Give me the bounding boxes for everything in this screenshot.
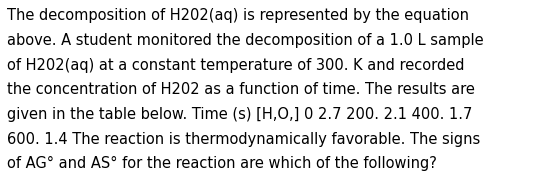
Text: the concentration of H202 as a function of time. The results are: the concentration of H202 as a function … xyxy=(7,82,475,97)
Text: of H202(aq) at a constant temperature of 300. K and recorded: of H202(aq) at a constant temperature of… xyxy=(7,58,465,73)
Text: given in the table below. Time (s) [H,O,] 0 2.7 200. 2.1 400. 1.7: given in the table below. Time (s) [H,O,… xyxy=(7,107,473,122)
Text: The decomposition of H202(aq) is represented by the equation: The decomposition of H202(aq) is represe… xyxy=(7,8,469,24)
Text: of AG° and AS° for the reaction are which of the following?: of AG° and AS° for the reaction are whic… xyxy=(7,156,437,171)
Text: above. A student monitored the decomposition of a 1.0 L sample: above. A student monitored the decomposi… xyxy=(7,33,484,48)
Text: 600. 1.4 The reaction is thermodynamically favorable. The signs: 600. 1.4 The reaction is thermodynamical… xyxy=(7,132,480,147)
